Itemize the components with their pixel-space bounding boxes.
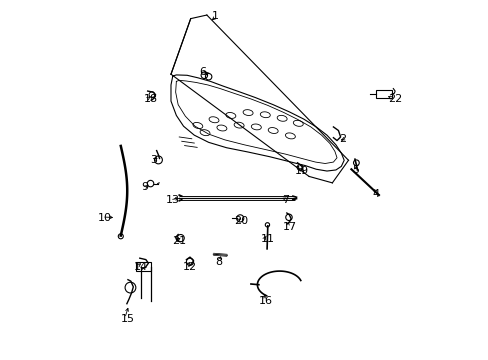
Text: 8: 8 <box>215 257 222 267</box>
Text: 20: 20 <box>233 216 247 226</box>
Text: 12: 12 <box>183 262 197 272</box>
Text: 14: 14 <box>133 262 147 272</box>
Text: 4: 4 <box>372 189 379 199</box>
Text: 7: 7 <box>282 195 289 205</box>
Text: 10: 10 <box>97 213 111 222</box>
Text: 2: 2 <box>339 134 346 144</box>
Text: 15: 15 <box>121 314 135 324</box>
Text: 3: 3 <box>150 155 157 165</box>
Text: 6: 6 <box>199 67 206 77</box>
Text: 17: 17 <box>283 222 297 232</box>
Text: 22: 22 <box>387 94 401 104</box>
Text: 21: 21 <box>172 236 186 246</box>
Text: 18: 18 <box>143 94 157 104</box>
Text: 9: 9 <box>141 182 148 192</box>
Text: 16: 16 <box>258 296 272 306</box>
Text: 11: 11 <box>260 234 274 244</box>
Text: 13: 13 <box>165 195 179 205</box>
Text: 5: 5 <box>351 165 358 175</box>
Text: 19: 19 <box>294 166 308 176</box>
Text: 1: 1 <box>211 11 218 21</box>
Circle shape <box>118 234 123 239</box>
